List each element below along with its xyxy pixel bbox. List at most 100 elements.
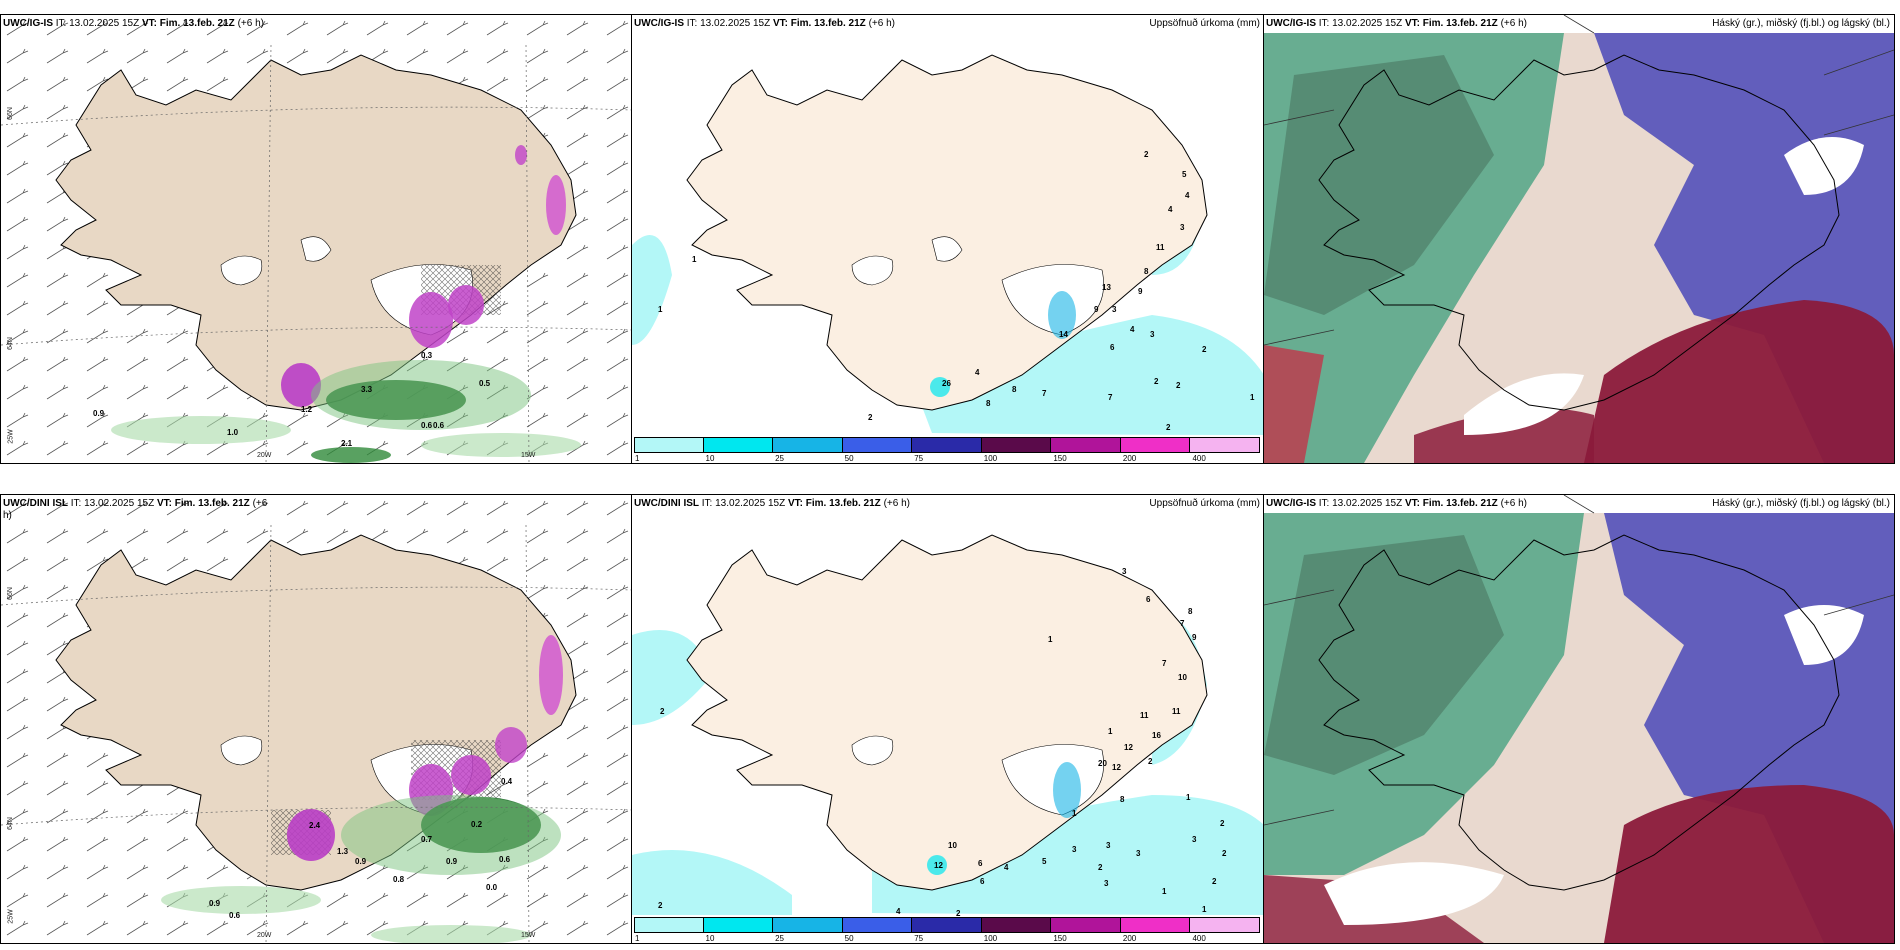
precip-value: 12 bbox=[1112, 763, 1121, 772]
precip-value: 4 bbox=[1130, 325, 1135, 334]
precip-value: 1 bbox=[1108, 727, 1113, 736]
colorbar-label: 50 bbox=[844, 454, 854, 463]
colorbar-cell bbox=[1190, 917, 1260, 933]
precip-value: 5 bbox=[1182, 170, 1187, 179]
precip-value: 2 bbox=[956, 909, 961, 918]
value-label: 2.4 bbox=[309, 821, 321, 830]
value-label: 0.6 bbox=[499, 855, 511, 864]
colorbar-label: 400 bbox=[1192, 454, 1206, 463]
precip-value: 4 bbox=[975, 368, 980, 377]
precip-value: 3 bbox=[1072, 845, 1077, 854]
precip-value: 16 bbox=[1152, 731, 1161, 740]
precip-value: 1 bbox=[1048, 635, 1053, 644]
lat-label-64: 64N bbox=[6, 817, 14, 830]
value-label: 0.2 bbox=[471, 820, 483, 829]
colorbar-label: 75 bbox=[914, 934, 924, 943]
colorbar-label: 150 bbox=[1053, 934, 1067, 943]
panel-top-middle-precip: UWC/IG-IS IT: 13.02.2025 15Z VT: Fim. 13… bbox=[631, 14, 1265, 464]
precip-value: 3 bbox=[1122, 567, 1127, 576]
colorbar-cell bbox=[634, 917, 704, 933]
precip-value: 26 bbox=[942, 379, 951, 388]
panel-title: UWC/IG-IS IT: 13.02.2025 15Z VT: Fim. 13… bbox=[3, 18, 264, 29]
precip-value: 2 bbox=[658, 901, 663, 910]
precip-value: 8 bbox=[986, 399, 991, 408]
colorbar-label: 200 bbox=[1122, 934, 1137, 943]
precip-value: 7 bbox=[1108, 393, 1113, 402]
precip-value: 1 bbox=[1250, 393, 1255, 402]
panel-subtitle: Uppsöfnuð úrkoma (mm) bbox=[1149, 498, 1260, 509]
panel-bottom-middle-precip: UWC/DINI ISL IT: 13.02.2025 15Z VT: Fim.… bbox=[631, 494, 1265, 944]
precip-value: 4 bbox=[1004, 863, 1009, 872]
precip-value: 6 bbox=[1146, 595, 1151, 604]
value-label: 3.3 bbox=[361, 385, 373, 394]
lat-label-66: 66N bbox=[6, 107, 14, 120]
colorbar-label: 1 bbox=[635, 454, 640, 463]
precip-value: 6 bbox=[980, 877, 985, 886]
panel-top-right-clouds: UWC/IG-IS IT: 13.02.2025 15Z VT: Fim. 13… bbox=[1263, 14, 1895, 464]
iceland-land bbox=[1318, 54, 1840, 411]
precip-value: 11 bbox=[1172, 707, 1181, 716]
precip-value: 7 bbox=[1162, 659, 1167, 668]
precip-value: 11 bbox=[1140, 711, 1149, 720]
precip-value: 3 bbox=[1150, 330, 1155, 339]
panel-title: UWC/IG-IS IT: 13.02.2025 15Z VT: Fim. 13… bbox=[1266, 18, 1527, 29]
colorbar-cell bbox=[981, 437, 1052, 453]
colorbar-cell bbox=[842, 917, 913, 933]
precip-value: 7 bbox=[1042, 389, 1047, 398]
cloud-map bbox=[1264, 15, 1894, 463]
value-label: 0.9 bbox=[446, 857, 458, 866]
colorbar-cell bbox=[912, 917, 982, 933]
panel-title: UWC/IG-IS IT: 13.02.2025 15Z VT: Fim. 13… bbox=[1266, 498, 1527, 509]
precip-value: 6 bbox=[1110, 343, 1115, 352]
precip-value: 2 bbox=[1222, 849, 1227, 858]
precip-value: 2 bbox=[1148, 757, 1153, 766]
value-label: 0.8 bbox=[393, 875, 405, 884]
cloud-map bbox=[1264, 495, 1894, 943]
colorbar-cell bbox=[842, 437, 913, 453]
colorbar-label: 150 bbox=[1053, 454, 1067, 463]
lat-label-64: 64N bbox=[6, 337, 14, 350]
precip-value: 20 bbox=[1098, 759, 1107, 768]
precip-value: 11 bbox=[1156, 243, 1165, 252]
precip-value: 2 bbox=[1166, 423, 1171, 432]
panel-subtitle: Háský (gr.), miðský (fj.bl.) og lágský (… bbox=[1712, 498, 1890, 509]
precip-value: 2 bbox=[868, 413, 873, 422]
iceland-land bbox=[1318, 534, 1840, 891]
colorbar-cell bbox=[1051, 437, 1121, 453]
colorbar-cell bbox=[703, 437, 774, 453]
lon-label-20: 20W bbox=[257, 932, 272, 939]
colorbar-cell bbox=[981, 917, 1052, 933]
colorbar-label: 10 bbox=[705, 454, 715, 463]
precip-green bbox=[161, 795, 561, 943]
precip-value: 1 bbox=[692, 255, 697, 264]
wind-map bbox=[1, 15, 632, 463]
value-label: 0.7 bbox=[421, 835, 433, 844]
colorbar-label: 10 bbox=[705, 934, 715, 943]
precip-green bbox=[111, 360, 581, 463]
lat-label-66: 66N bbox=[6, 587, 14, 600]
precip-colorbar: 1 10 25 50 75 100 150 200 400 bbox=[634, 437, 1260, 463]
value-label: 0.3 bbox=[421, 351, 433, 360]
value-label: 1.2 bbox=[301, 405, 313, 414]
colorbar-label: 200 bbox=[1122, 454, 1137, 463]
precip-value: 12 bbox=[934, 861, 943, 870]
colorbar-label: 100 bbox=[983, 934, 998, 943]
value-label: 0.6 bbox=[229, 911, 241, 920]
value-label: 1.3 bbox=[337, 847, 349, 856]
lat-label-25: 25W bbox=[7, 429, 15, 444]
value-label: 0.6 bbox=[421, 421, 433, 430]
precip-value: 3 bbox=[1104, 879, 1109, 888]
value-label: 1.0 bbox=[227, 428, 239, 437]
colorbar-cell bbox=[1190, 437, 1260, 453]
panel-top-left-wind: UWC/IG-IS IT: 13.02.2025 15Z VT: Fim. 13… bbox=[0, 14, 633, 464]
panel-subtitle: Uppsöfnuð úrkoma (mm) bbox=[1149, 18, 1260, 29]
colorbar-cell bbox=[703, 917, 774, 933]
panel-subtitle: Háský (gr.), miðský (fj.bl.) og lágský (… bbox=[1712, 18, 1890, 29]
precip-value: 8 bbox=[1188, 607, 1193, 616]
colorbar-cell bbox=[1120, 917, 1191, 933]
precip-value: 3 bbox=[1180, 223, 1185, 232]
colorbar-cell bbox=[773, 437, 843, 453]
value-label: 0.6 bbox=[433, 421, 445, 430]
precip-value: 2 bbox=[1212, 877, 1217, 886]
value-label: 0.5 bbox=[479, 379, 491, 388]
